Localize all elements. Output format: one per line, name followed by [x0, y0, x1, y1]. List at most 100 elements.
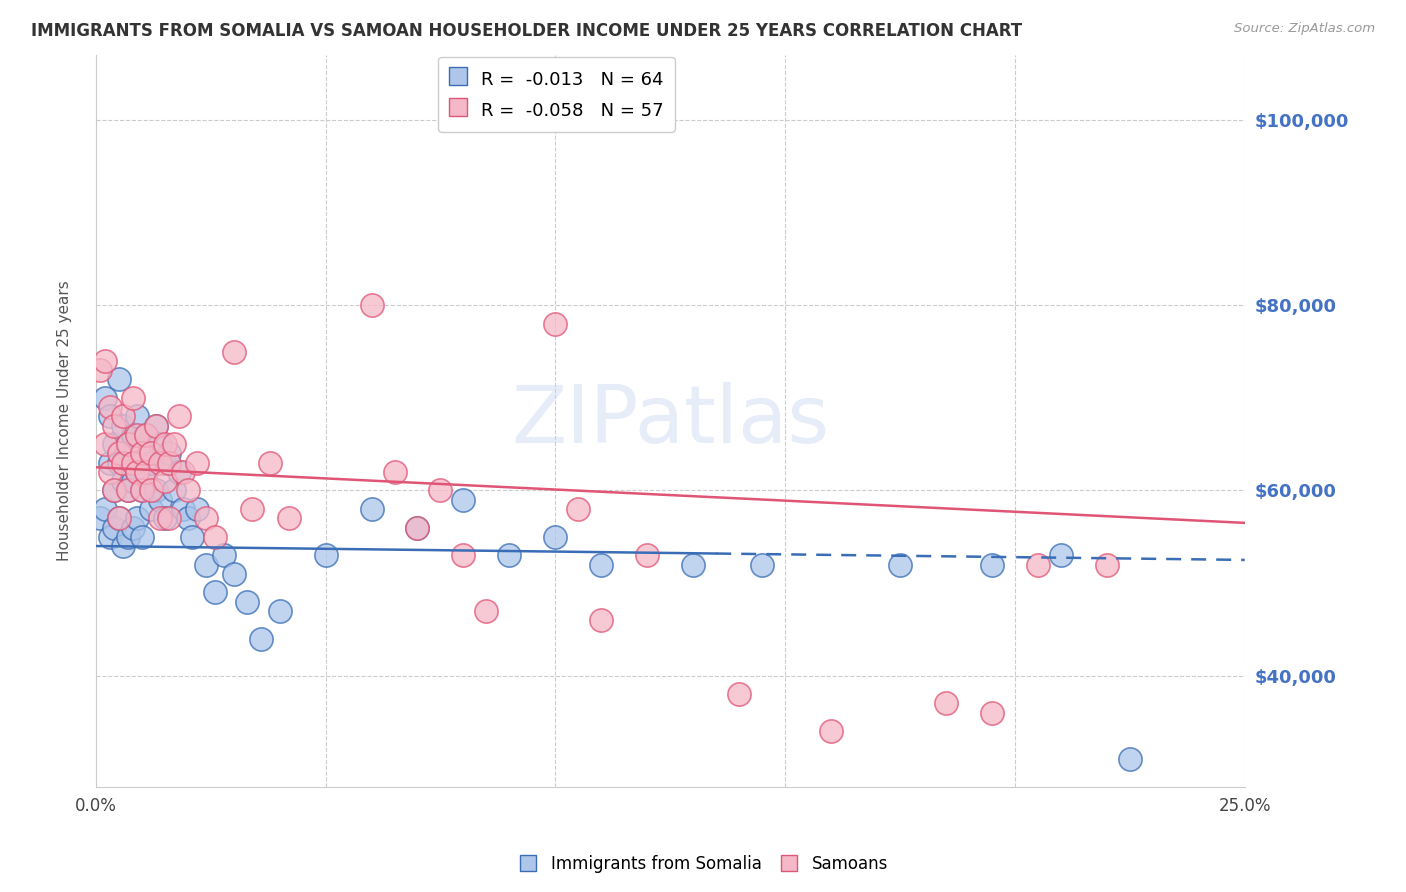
Point — [98, 530, 121, 544]
Point — [1095, 558, 1118, 572]
Point — [751, 558, 773, 572]
Text: ZIPatlas: ZIPatlas — [512, 382, 830, 460]
Point — [981, 706, 1004, 720]
Point — [172, 502, 194, 516]
Point — [139, 502, 162, 516]
Point — [820, 724, 842, 739]
Point — [127, 465, 149, 479]
Point — [498, 549, 520, 563]
Point — [1050, 549, 1073, 563]
Point — [94, 391, 117, 405]
Point — [127, 428, 149, 442]
Point — [240, 502, 263, 516]
Point — [117, 483, 139, 498]
Point — [259, 456, 281, 470]
Point — [167, 409, 190, 424]
Point — [135, 465, 157, 479]
Point — [591, 613, 613, 627]
Point — [94, 502, 117, 516]
Point — [139, 456, 162, 470]
Point — [453, 549, 475, 563]
Point — [544, 317, 567, 331]
Point — [214, 549, 236, 563]
Point — [98, 456, 121, 470]
Point — [121, 520, 143, 534]
Point — [94, 353, 117, 368]
Point — [157, 446, 180, 460]
Point — [204, 585, 226, 599]
Point — [107, 456, 129, 470]
Point — [889, 558, 911, 572]
Point — [117, 530, 139, 544]
Point — [157, 511, 180, 525]
Point — [429, 483, 451, 498]
Point — [89, 511, 111, 525]
Point — [145, 483, 167, 498]
Point — [384, 465, 406, 479]
Point — [107, 511, 129, 525]
Point — [591, 558, 613, 572]
Point — [981, 558, 1004, 572]
Point — [107, 511, 129, 525]
Point — [121, 456, 143, 470]
Point — [112, 418, 135, 433]
Point — [135, 428, 157, 442]
Point — [204, 530, 226, 544]
Point — [135, 428, 157, 442]
Point — [139, 446, 162, 460]
Point — [360, 502, 382, 516]
Point — [121, 428, 143, 442]
Point — [360, 298, 382, 312]
Point — [131, 483, 153, 498]
Point — [153, 437, 176, 451]
Point — [149, 492, 172, 507]
Point — [177, 483, 200, 498]
Point — [131, 446, 153, 460]
Point — [107, 372, 129, 386]
Legend: Immigrants from Somalia, Samoans: Immigrants from Somalia, Samoans — [510, 848, 896, 880]
Point — [195, 558, 218, 572]
Point — [236, 594, 259, 608]
Text: IMMIGRANTS FROM SOMALIA VS SAMOAN HOUSEHOLDER INCOME UNDER 25 YEARS CORRELATION : IMMIGRANTS FROM SOMALIA VS SAMOAN HOUSEH… — [31, 22, 1022, 40]
Point — [149, 511, 172, 525]
Point — [112, 474, 135, 488]
Point — [153, 474, 176, 488]
Point — [103, 437, 125, 451]
Point — [269, 604, 291, 618]
Point — [145, 418, 167, 433]
Point — [167, 465, 190, 479]
Point — [107, 446, 129, 460]
Point — [728, 687, 751, 701]
Point — [177, 511, 200, 525]
Point — [112, 409, 135, 424]
Point — [567, 502, 589, 516]
Point — [1119, 752, 1142, 766]
Point — [135, 465, 157, 479]
Point — [127, 409, 149, 424]
Point — [222, 344, 245, 359]
Point — [127, 511, 149, 525]
Point — [163, 437, 186, 451]
Point — [139, 483, 162, 498]
Point — [98, 400, 121, 414]
Point — [935, 697, 957, 711]
Point — [121, 474, 143, 488]
Point — [544, 530, 567, 544]
Point — [222, 566, 245, 581]
Point — [153, 511, 176, 525]
Point — [145, 418, 167, 433]
Point — [172, 465, 194, 479]
Point — [406, 520, 429, 534]
Point — [153, 456, 176, 470]
Point — [277, 511, 299, 525]
Text: Source: ZipAtlas.com: Source: ZipAtlas.com — [1234, 22, 1375, 36]
Point — [131, 446, 153, 460]
Point — [315, 549, 337, 563]
Point — [127, 465, 149, 479]
Point — [103, 418, 125, 433]
Point — [98, 409, 121, 424]
Point — [117, 483, 139, 498]
Point — [121, 391, 143, 405]
Point — [112, 456, 135, 470]
Y-axis label: Householder Income Under 25 years: Householder Income Under 25 years — [58, 281, 72, 561]
